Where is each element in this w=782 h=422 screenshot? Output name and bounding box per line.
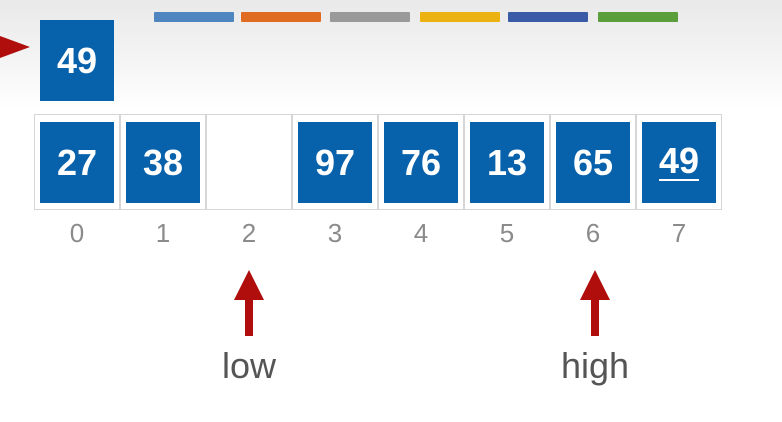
array-cell-5: 13 xyxy=(464,114,550,210)
array-box-1: 38 xyxy=(126,122,200,203)
high-pointer-arrow-icon xyxy=(580,270,610,336)
index-label-6: 6 xyxy=(585,218,601,248)
array-cell-7: 49 xyxy=(636,114,722,210)
legend-bar-green xyxy=(598,12,678,22)
pivot-value: 49 xyxy=(56,39,98,81)
array-cell-4: 76 xyxy=(378,114,464,210)
array-value-6: 65 xyxy=(572,141,614,183)
index-label-5: 5 xyxy=(499,218,515,248)
array-value-3: 97 xyxy=(314,141,356,183)
array-box-3: 97 xyxy=(298,122,372,203)
array-value-7: 49 xyxy=(658,139,700,181)
index-label-4: 4 xyxy=(413,218,429,248)
array-cell-6: 65 xyxy=(550,114,636,210)
low-pointer-label: low xyxy=(221,345,277,386)
legend-bar-yellow xyxy=(420,12,500,22)
legend-bar-blue xyxy=(154,12,234,22)
index-label-0: 0 xyxy=(69,218,85,248)
array-cell-1: 38 xyxy=(120,114,206,210)
array-value-0: 27 xyxy=(56,141,98,183)
index-label-3: 3 xyxy=(327,218,343,248)
array-box-0: 27 xyxy=(40,122,114,203)
array-cell-0: 27 xyxy=(34,114,120,210)
legend-bar-orange xyxy=(241,12,321,22)
index-label-1: 1 xyxy=(155,218,171,248)
array-box-4: 76 xyxy=(384,122,458,203)
array-value-4: 76 xyxy=(400,141,442,183)
legend-bar-gray xyxy=(330,12,410,22)
low-pointer-arrow-icon xyxy=(234,270,264,336)
array-box-6: 65 xyxy=(556,122,630,203)
array-value-1: 38 xyxy=(142,141,184,183)
pivot-box: 49 xyxy=(40,20,114,101)
index-label-2: 2 xyxy=(241,218,257,248)
legend-bar-navy xyxy=(508,12,588,22)
array-cell-3: 97 xyxy=(292,114,378,210)
array-box-5: 13 xyxy=(470,122,544,203)
pivot-arrow-icon xyxy=(0,36,30,58)
index-label-7: 7 xyxy=(671,218,687,248)
array-box-7: 49 xyxy=(642,122,716,203)
array-cell-2-empty xyxy=(206,114,292,210)
high-pointer-label: high xyxy=(560,345,630,386)
array-value-5: 13 xyxy=(486,141,528,183)
